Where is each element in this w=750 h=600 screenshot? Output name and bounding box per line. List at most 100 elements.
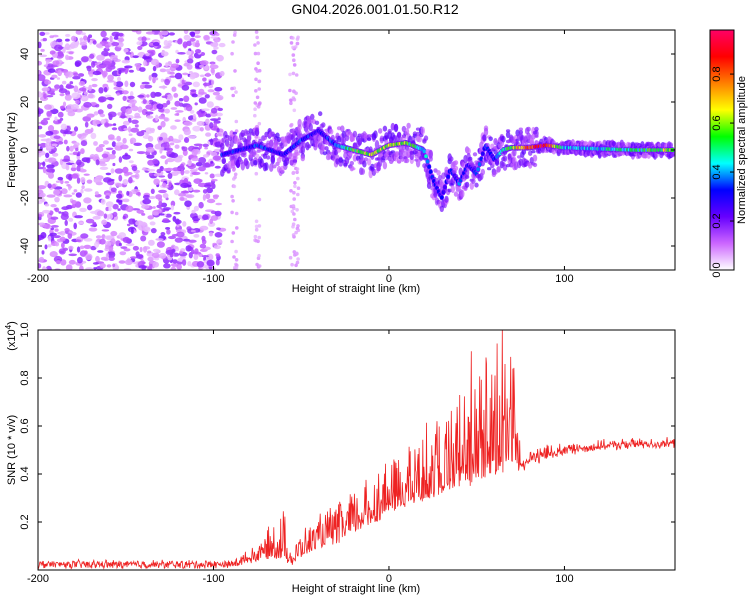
spectrogram-cell [189,73,196,80]
spectrogram-cell [80,233,89,239]
spectrogram-cell [69,81,74,85]
spectrogram-cell [174,219,182,225]
spectrogram-cell [170,63,180,69]
spectrogram-cell [257,121,262,126]
spectrogram-cell [38,91,41,98]
spectrogram-cell [188,54,194,60]
spectrogram-cell [73,189,78,193]
spectrogram-cell [68,253,77,257]
spectrogram-cell [107,74,114,81]
spectrogram-cell [192,81,200,88]
spectrogram-cell [56,38,63,43]
spectrogram-cell [257,224,262,228]
spectrogram-cell [198,157,207,164]
spectrogram-cell [288,88,292,93]
spectrogram-cell [100,198,106,205]
spectrogram-cell [145,31,155,35]
spectrogram-cell [163,39,169,47]
spectrogram-cell [39,142,48,148]
spectrogram-cell [121,111,126,115]
spectrogram-cell [289,101,293,106]
spectrogram-cell [78,87,87,92]
spectrogram-cell [254,30,259,34]
spectrogram-cell [108,245,114,251]
spectrogram-cell [103,177,112,183]
spectrogram-cells [38,30,675,270]
spectrogram-cell [81,185,85,190]
spectrogram-cell [38,222,46,226]
spectrogram-cell [83,173,90,176]
colorbar-label: Normalized spectral amplitude [736,76,748,224]
spectrogram-cell [79,42,88,46]
spectrogram-cell [63,194,73,198]
spectrogram-cell [71,200,77,205]
spectrogram-cell [47,183,52,189]
spectrogram-cell [107,134,115,140]
spectrogram-cell [199,64,204,68]
spectrogram-cell [38,60,42,66]
spectrogram-cell [202,82,211,87]
spectrogram-cell [190,89,197,92]
spectrogram-cell [105,66,113,72]
spectrogram-cell [80,188,84,194]
spectrogram-cell [246,135,252,142]
spectrogram-cell [187,261,192,267]
spectrogram-cell [145,52,150,57]
spectrogram-cell [602,139,607,147]
spectrogram-cell [449,156,454,162]
spectrogram-cell [144,127,154,134]
spectrogram-cell [112,263,116,268]
spectrogram-cell [54,242,60,247]
spectrogram-cell [254,227,259,232]
spectrogram-cell [296,192,300,197]
spectrogram-cell [57,111,64,118]
spectrogram-cell [219,70,225,77]
spectrogram-cell [162,218,170,223]
spectrogram-cell [44,80,52,85]
spectrogram-cell [93,267,97,270]
spectrogram-cell [314,120,320,126]
spectrogram-cell [45,141,52,149]
spectrogram-cell [256,149,261,153]
spectrogram-cell [256,61,260,65]
spectrogram-cell [234,266,239,270]
spectrogram-cell [65,33,71,37]
spectrogram-cell [108,213,114,220]
spectrogram-cell [404,158,410,164]
spectrogram-cell [191,157,200,162]
spectrogram-cell [130,175,139,178]
spectrogram-cell [96,43,103,48]
spectrogram-cell [125,108,133,115]
spectrogram-cell [106,97,115,100]
spectrogram-cell [52,152,59,157]
spectrogram-cell [202,189,208,194]
spectrogram-cell [217,96,223,101]
spectrogram-cell [256,51,261,56]
spectrogram-cell [216,128,220,133]
spectrogram-cell [189,31,196,36]
spectrogram-cell [149,221,156,226]
spectrogram-cell [49,35,54,39]
spectrogram-cell [85,253,93,261]
spectrogram-cell [534,134,539,138]
spectrogram-cell [128,160,134,164]
spectrogram-cell [122,198,130,203]
spectrogram-cell [107,103,113,109]
spectrogram-cell [142,56,151,60]
spectrogram-cell [90,210,99,214]
spectrogram-cell [148,196,156,199]
spectrogram-cell [164,108,171,114]
spectrogram-cell [118,260,126,264]
spectrogram-cell [68,245,74,250]
spectrogram-cell [174,119,181,122]
spectrogram-cell [113,86,122,91]
spectrogram-cell [101,70,108,78]
spectrogram-cell [199,60,209,66]
spectrogram-cell [160,155,167,159]
figure-title: GN04.2026.001.01.50.R12 [291,1,459,17]
spectrogram-cell [308,123,313,132]
spectrogram-cell [122,166,129,174]
spectrogram-cell [158,197,163,203]
spectrogram-cell [59,93,65,97]
spectrogram-cell [264,151,269,156]
